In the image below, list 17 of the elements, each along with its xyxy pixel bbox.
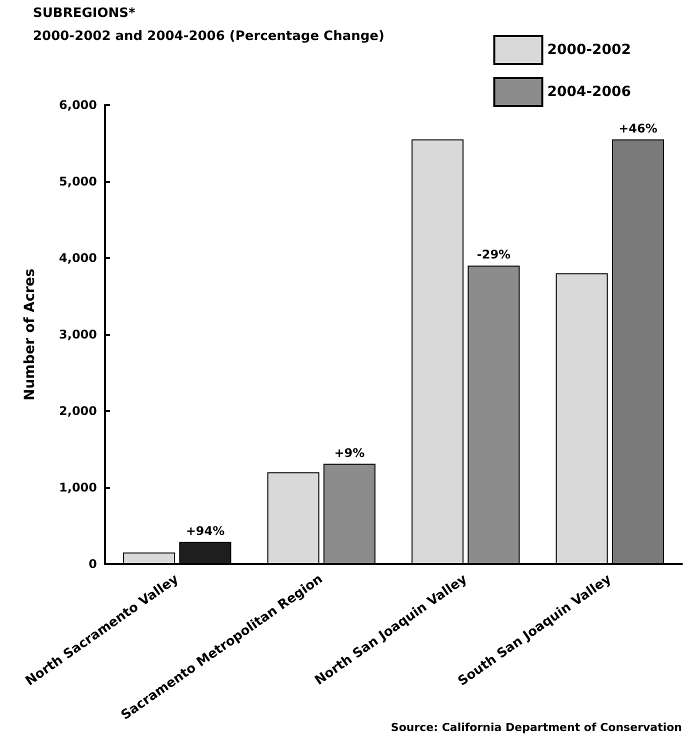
y-tick-label: 5,000 bbox=[59, 174, 97, 188]
y-tick-label: 6,000 bbox=[59, 98, 97, 112]
chart-subtitle: 2000-2002 and 2004-2006 (Percentage Change) bbox=[33, 29, 384, 44]
annotation: +94% bbox=[186, 524, 225, 538]
chart-title: SUBREGIONS* bbox=[33, 6, 136, 21]
source-note: Source: California Department of Conservation bbox=[390, 721, 682, 734]
y-tick-label: 2,000 bbox=[59, 404, 97, 418]
y-tick-label: 4,000 bbox=[59, 251, 97, 265]
legend-label: 2000-2002 bbox=[547, 42, 632, 58]
y-tick-label: 1,000 bbox=[59, 480, 97, 494]
annotation: +9% bbox=[334, 446, 365, 460]
annotation: +46% bbox=[618, 121, 658, 136]
y-tick-label: 0 bbox=[88, 557, 97, 571]
y-axis-title: Number of Acres bbox=[22, 268, 38, 401]
legend-label: 2004-2006 bbox=[547, 84, 632, 100]
y-tick-label: 3,000 bbox=[59, 328, 97, 342]
annotation: -29% bbox=[476, 248, 511, 262]
